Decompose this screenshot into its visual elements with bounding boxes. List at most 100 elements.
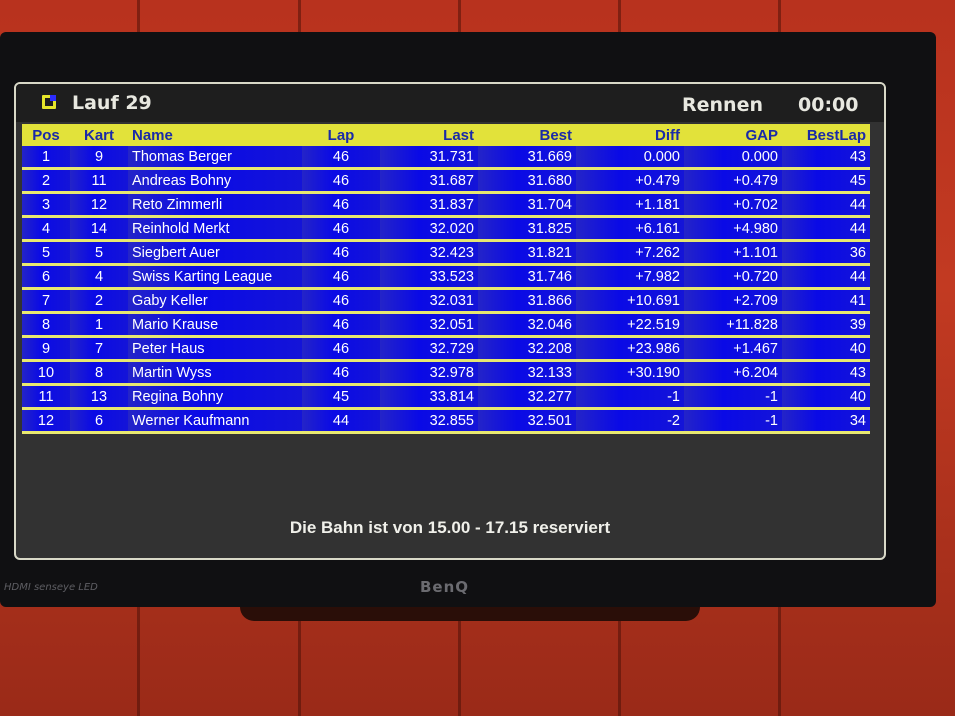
cell-diff: 0.000: [576, 146, 684, 170]
cell-gap: +6.204: [684, 360, 782, 386]
cell-pos: 5: [22, 240, 70, 266]
cell-last: 31.837: [380, 192, 478, 218]
cell-gap: +0.479: [684, 168, 782, 194]
cell-pos: 6: [22, 264, 70, 290]
column-header-name: Name: [128, 124, 302, 146]
cell-bestlap: 44: [782, 216, 870, 242]
cell-bestlap: 39: [782, 312, 870, 338]
cell-kart: 1: [70, 312, 128, 338]
cell-diff: +30.190: [576, 360, 684, 386]
cell-bestlap: 34: [782, 408, 870, 434]
cell-lap: 46: [302, 264, 380, 290]
cell-name: Swiss Karting League: [128, 264, 302, 290]
cell-best: 31.680: [478, 168, 576, 194]
cell-bestlap: 36: [782, 240, 870, 266]
cell-name: Andreas Bohny: [128, 168, 302, 194]
cell-gap: 0.000: [684, 146, 782, 170]
table-row: 10 8 Martin Wyss 46 32.978 32.133 +30.190 +6.20…: [22, 360, 870, 386]
cell-gap: -1: [684, 384, 782, 410]
cell-lap: 46: [302, 288, 380, 314]
cell-pos: 1: [22, 146, 70, 170]
table-row: 2 11 Andreas Bohny 46 31.687 31.680 +0.479 +0.4…: [22, 168, 870, 194]
cell-bestlap: 44: [782, 264, 870, 290]
cell-pos: 4: [22, 216, 70, 242]
cell-name: Mario Krause: [128, 312, 302, 338]
cell-best: 31.866: [478, 288, 576, 314]
cell-diff: -2: [576, 408, 684, 434]
cell-diff: +1.181: [576, 192, 684, 218]
cell-name: Regina Bohny: [128, 384, 302, 410]
cell-bestlap: 44: [782, 192, 870, 218]
cell-best: 32.208: [478, 336, 576, 362]
cell-kart: 9: [70, 146, 128, 170]
cell-kart: 2: [70, 288, 128, 314]
column-header-diff: Diff: [576, 124, 684, 146]
cell-best: 31.704: [478, 192, 576, 218]
cell-last: 33.523: [380, 264, 478, 290]
cell-best: 32.501: [478, 408, 576, 434]
timing-screen: Lauf 29 Rennen 00:00 Pos Kart Name Lap Last B…: [14, 82, 886, 560]
cell-best: 32.046: [478, 312, 576, 338]
cell-kart: 12: [70, 192, 128, 218]
cell-name: Gaby Keller: [128, 288, 302, 314]
table-row: 12 6 Werner Kaufmann 44 32.855 32.501 -2 -1 34: [22, 408, 870, 434]
cell-bestlap: 41: [782, 288, 870, 314]
cell-last: 32.020: [380, 216, 478, 242]
cell-last: 33.814: [380, 384, 478, 410]
monitor-mount: [240, 607, 700, 621]
column-header-bestlap: BestLap: [782, 124, 870, 146]
cell-best: 31.746: [478, 264, 576, 290]
cell-last: 32.423: [380, 240, 478, 266]
cell-last: 32.031: [380, 288, 478, 314]
cell-gap: +1.101: [684, 240, 782, 266]
cell-diff: -1: [576, 384, 684, 410]
cell-kart: 6: [70, 408, 128, 434]
table-row: 7 2 Gaby Keller 46 32.031 31.866 +10.691 +2.709…: [22, 288, 870, 314]
cell-kart: 5: [70, 240, 128, 266]
cell-lap: 46: [302, 240, 380, 266]
cell-best: 32.133: [478, 360, 576, 386]
cell-lap: 46: [302, 192, 380, 218]
reservation-notice: Die Bahn ist von 15.00 - 17.15 reservier…: [289, 518, 611, 537]
cell-last: 32.729: [380, 336, 478, 362]
table-row: 8 1 Mario Krause 46 32.051 32.046 +22.519 +11.8…: [22, 312, 870, 338]
cell-pos: 12: [22, 408, 70, 434]
heat-title: Lauf 29: [72, 92, 152, 114]
cell-lap: 46: [302, 168, 380, 194]
cell-lap: 45: [302, 384, 380, 410]
cell-bestlap: 43: [782, 146, 870, 170]
cell-diff: +6.161: [576, 216, 684, 242]
cell-pos: 11: [22, 384, 70, 410]
cell-bestlap: 40: [782, 384, 870, 410]
cell-pos: 10: [22, 360, 70, 386]
cell-pos: 3: [22, 192, 70, 218]
cell-bestlap: 43: [782, 360, 870, 386]
cell-best: 31.669: [478, 146, 576, 170]
table-row: 9 7 Peter Haus 46 32.729 32.208 +23.986 +1.467 4…: [22, 336, 870, 362]
cell-gap: -1: [684, 408, 782, 434]
column-header-best: Best: [478, 124, 576, 146]
cell-name: Thomas Berger: [128, 146, 302, 170]
cell-gap: +0.720: [684, 264, 782, 290]
cell-last: 32.978: [380, 360, 478, 386]
cell-name: Reinhold Merkt: [128, 216, 302, 242]
cell-kart: 14: [70, 216, 128, 242]
column-header-lap: Lap: [302, 124, 380, 146]
cell-diff: +23.986: [576, 336, 684, 362]
table-row: 11 13 Regina Bohny 45 33.814 32.277 -1 -1 40: [22, 384, 870, 410]
cell-lap: 46: [302, 216, 380, 242]
cell-lap: 46: [302, 336, 380, 362]
cell-name: Siegbert Auer: [128, 240, 302, 266]
cell-gap: +0.702: [684, 192, 782, 218]
column-header-last: Last: [380, 124, 478, 146]
cell-lap: 44: [302, 408, 380, 434]
cell-last: 32.051: [380, 312, 478, 338]
cell-pos: 8: [22, 312, 70, 338]
cell-lap: 46: [302, 146, 380, 170]
cell-best: 32.277: [478, 384, 576, 410]
cell-best: 31.821: [478, 240, 576, 266]
table-header-row: Pos Kart Name Lap Last Best Diff GAP BestLap: [22, 124, 870, 146]
cell-name: Werner Kaufmann: [128, 408, 302, 434]
cell-pos: 2: [22, 168, 70, 194]
